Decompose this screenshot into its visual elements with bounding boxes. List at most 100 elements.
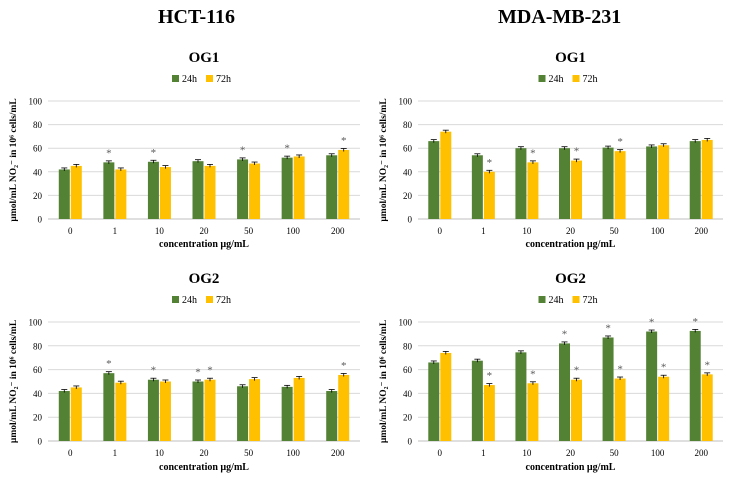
mda-og2-ytick-60: 60: [403, 365, 413, 375]
hct-og2-xtick-100: 100: [286, 448, 300, 458]
hct-og1-bar-72h-10: [159, 167, 171, 219]
mda-og1-xtick-20: 20: [566, 226, 576, 236]
mda-og2-xtick-1: 1: [481, 448, 486, 458]
mda-og2-ytick-80: 80: [403, 341, 413, 351]
hct-og1-bar-72h-200: [338, 149, 350, 219]
mda-og1-bar-24h-1: [471, 155, 483, 219]
mda-og2-ylabel: µmol/mL NO₂⁻ in 10⁶ cells/mL: [379, 320, 389, 443]
hct-og1-legend-swatch-24h: [172, 75, 179, 82]
mda-og2-legend-label-24h: 24h: [549, 295, 564, 306]
mda-og1-xtick-10: 10: [522, 226, 532, 236]
hct-og1-asterisk-72h-200: *: [341, 135, 347, 147]
mda-og2-ytick-40: 40: [403, 389, 413, 399]
mda-og2-bar-72h-10: [527, 383, 539, 441]
mda-og2-xtick-0: 0: [438, 448, 443, 458]
mda-og1-bar-24h-200: [689, 141, 701, 219]
hct-og1-xtick-1: 1: [113, 226, 118, 236]
mda-og1-xtick-50: 50: [610, 226, 620, 236]
mda-og1-bar-24h-20: [559, 148, 570, 219]
mda-og1-bar-72h-50: [614, 151, 626, 219]
hct-og1-bar-72h-1: [115, 169, 127, 219]
hct-og2-xtick-0: 0: [68, 448, 73, 458]
hct-og2-bar-24h-0: [58, 391, 70, 441]
mda-og2-asterisk-72h-200: *: [704, 359, 710, 371]
mda-og2-asterisk-24h-200: *: [692, 316, 698, 328]
mda-og1-bar-24h-10: [515, 148, 527, 219]
hct-og2-xtick-50: 50: [244, 448, 254, 458]
hct-og2-ylabel: µmol/mL NO₂⁻ in 10⁶ cells/mL: [9, 320, 19, 443]
hct-og1-xtick-200: 200: [331, 226, 345, 236]
hct-og1-legend-label-24h: 24h: [182, 74, 197, 85]
hct-og2-xlabel: concentration µg/mL: [159, 462, 249, 473]
mda-og1-bar-72h-10: [527, 162, 539, 219]
mda-og1-bar-72h-1: [483, 171, 495, 219]
hct-og2-bar-24h-1: [103, 373, 115, 441]
hct-og2-asterisk-24h-20: *: [195, 367, 201, 379]
mda-og1-legend-swatch-72h: [572, 75, 580, 82]
mda-og1-ytick-100: 100: [399, 97, 413, 107]
hct-og2-ytick-100: 100: [29, 318, 43, 328]
mda-og1-asterisk-72h-20: *: [574, 146, 580, 158]
mda-og1-ytick-20: 20: [403, 191, 413, 201]
hct-og2-xtick-10: 10: [155, 448, 165, 458]
hct-og1-asterisk-24h-1: *: [106, 147, 112, 159]
hct-og2-bar-24h-100: [281, 386, 293, 441]
mda-og2-bar-72h-20: [571, 379, 582, 441]
hct-og1-bar-24h-0: [58, 169, 70, 219]
mda-og2-bar-72h-100: [658, 376, 670, 441]
mda-og2-asterisk-72h-100: *: [661, 362, 667, 374]
hct-og2-legend-label-24h: 24h: [182, 295, 197, 306]
mda-og1-asterisk-72h-1: *: [487, 157, 493, 169]
hct-og2-legend-label-72h: 72h: [216, 295, 231, 306]
hct-og2-bar-72h-100: [293, 377, 305, 441]
hct-og1-title: OG1: [189, 50, 220, 66]
mda-og2-asterisk-24h-20: *: [562, 328, 568, 340]
mda-og2-title: OG2: [555, 271, 586, 287]
hct-og2-bar-72h-10: [159, 381, 171, 441]
mda-og1-ytick-60: 60: [403, 144, 413, 154]
mda-og2-bar-72h-200: [701, 374, 713, 441]
mda-og1-bar-24h-100: [646, 146, 658, 219]
mda-og2-bar-24h-10: [515, 352, 527, 441]
hct-og2-legend-swatch-24h: [172, 296, 179, 303]
hct-og2-ytick-60: 60: [33, 365, 43, 375]
hct-og1-ytick-60: 60: [33, 144, 43, 154]
hct-og1-xlabel: concentration µg/mL: [159, 239, 249, 250]
hct-og1-xtick-50: 50: [244, 226, 254, 236]
mda-og1-title: OG1: [555, 50, 586, 66]
mda-og2-ytick-0: 0: [408, 437, 413, 447]
mda-og2-bar-24h-200: [689, 330, 701, 441]
mda-og1-xlabel: concentration µg/mL: [526, 239, 616, 250]
hct-og1-xtick-0: 0: [68, 226, 73, 236]
hct-og1-bar-24h-200: [326, 155, 338, 219]
mda-og2-bar-72h-0: [440, 352, 452, 441]
mda-og1-bar-72h-20: [571, 160, 582, 219]
hct-og2-bar-72h-20: [204, 379, 216, 441]
mda-og1-xtick-100: 100: [651, 226, 665, 236]
mda-og2-ytick-20: 20: [403, 413, 413, 423]
mda-og2-legend-swatch-72h: [572, 296, 580, 303]
hct-og1-ytick-100: 100: [29, 97, 43, 107]
hct-og2-bar-24h-20: [192, 381, 204, 441]
hct-og2-bar-72h-200: [338, 374, 350, 441]
hct-og1-bar-24h-50: [237, 159, 249, 219]
mda-og1-xtick-0: 0: [438, 226, 443, 236]
mda-og2-asterisk-72h-50: *: [617, 364, 623, 376]
mda-og1-legend-label-24h: 24h: [549, 74, 564, 85]
hct-og1-ytick-0: 0: [38, 215, 43, 225]
hct-og2-legend-swatch-72h: [206, 296, 213, 303]
mda-og1-legend-label-72h: 72h: [583, 74, 598, 85]
column-header-hct116: HCT-116: [158, 6, 236, 28]
hct-og2-xtick-200: 200: [331, 448, 345, 458]
hct-og1-bar-72h-50: [249, 163, 261, 219]
hct-og2-ytick-0: 0: [38, 437, 43, 447]
hct-og1-bar-72h-0: [70, 165, 82, 219]
hct-og2-bar-72h-0: [70, 387, 82, 441]
hct-og2-title: OG2: [189, 271, 220, 287]
hct-og1-bar-24h-20: [192, 161, 204, 219]
mda-og1-bar-24h-0: [428, 141, 440, 219]
mda-og2-xtick-50: 50: [610, 448, 620, 458]
mda-og1-xtick-200: 200: [694, 226, 708, 236]
hct-og1-ylabel: µmol/mL NO₂⁻ in 10⁶ cells/mL: [9, 98, 19, 221]
